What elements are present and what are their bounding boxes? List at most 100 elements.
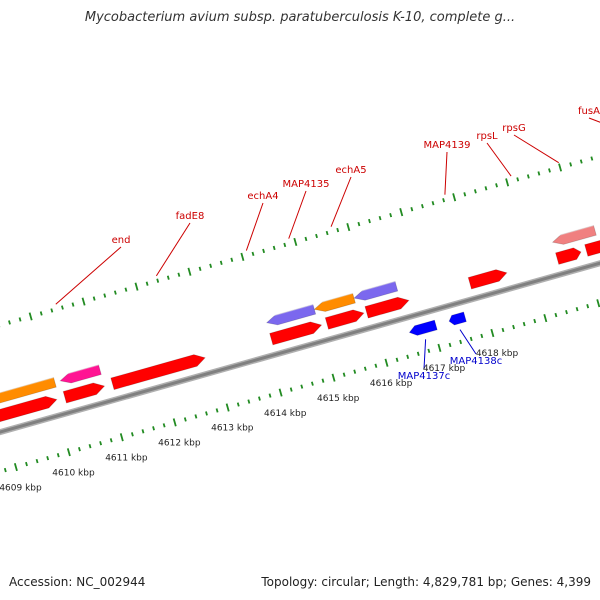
inner-tick xyxy=(469,336,473,342)
kbp-label: 4615 kbp xyxy=(317,394,360,404)
inner-tick xyxy=(215,408,219,413)
kbp-label: 4616 kbp xyxy=(370,379,413,389)
inner-tick xyxy=(194,414,198,419)
inner-tick xyxy=(236,402,240,407)
outer-tick xyxy=(378,215,382,221)
feature-highlight xyxy=(265,303,314,319)
feature-outer xyxy=(59,364,102,384)
inner-tick xyxy=(225,403,230,412)
inner-tick xyxy=(501,327,505,333)
outer-tick xyxy=(357,221,361,227)
leader-line xyxy=(55,246,122,305)
feature-cds xyxy=(584,239,600,257)
outer-tick xyxy=(71,302,75,307)
feature-highlight xyxy=(0,376,54,394)
leader-line xyxy=(486,142,512,177)
outer-tick xyxy=(505,178,510,187)
inner-tick xyxy=(205,411,208,416)
backbone-layer xyxy=(0,260,600,436)
inner-tick xyxy=(3,467,7,473)
feature-cds xyxy=(110,354,206,391)
outer-tick xyxy=(516,177,520,182)
outer-tick xyxy=(272,245,276,251)
inner-tick xyxy=(342,372,346,377)
feature-outer xyxy=(0,377,57,404)
outer-tick xyxy=(61,305,64,310)
map-title: Mycobacterium avium subsp. paratuberculo… xyxy=(84,10,516,25)
kbp-label: 4618 kbp xyxy=(476,349,519,359)
leader-line xyxy=(459,329,477,355)
outer-tick xyxy=(28,312,33,321)
outer-tick xyxy=(431,201,435,206)
leader-line xyxy=(330,176,352,227)
outer-tick xyxy=(209,263,213,268)
kbp-label: 4611 kbp xyxy=(105,454,148,464)
outer-tick xyxy=(368,218,371,224)
gene-label: rpsG xyxy=(502,123,525,134)
inner-tick xyxy=(353,369,357,374)
tick-layer xyxy=(0,156,600,473)
genome-stats-text: Topology: circular; Length: 4,829,781 bp… xyxy=(261,575,591,589)
inner-tick xyxy=(109,438,113,443)
kbp-label-layer: 4609 kbp 4610 kbp 4611 kbp 4612 kbp 4613 kbp… xyxy=(0,349,519,493)
inner-tick xyxy=(258,396,261,401)
outer-tick xyxy=(569,162,573,167)
outer-tick xyxy=(346,222,351,232)
outer-tick xyxy=(283,242,287,248)
outer-tick xyxy=(166,275,170,280)
inner-tick xyxy=(480,333,484,339)
inner-tick xyxy=(119,433,124,442)
feature-highlight xyxy=(312,292,353,306)
kbp-label: 4609 kbp xyxy=(0,483,42,493)
outer-tick xyxy=(590,156,594,161)
inner-tick xyxy=(490,328,495,338)
inner-tick xyxy=(384,358,389,367)
outer-tick xyxy=(156,278,160,283)
outer-tick xyxy=(92,296,96,301)
inner-tick xyxy=(78,447,81,452)
outer-tick xyxy=(304,236,308,242)
feature-minus-strand xyxy=(448,311,467,326)
inner-tick xyxy=(363,366,367,371)
feature-outer xyxy=(265,304,317,326)
gene-label: MAP4139 xyxy=(424,140,471,151)
outer-tick xyxy=(145,281,149,286)
kbp-label: 4610 kbp xyxy=(52,468,95,478)
feature-outer xyxy=(353,280,399,301)
backbone-line xyxy=(0,261,600,434)
inner-tick xyxy=(321,378,325,383)
kbp-label: 4614 kbp xyxy=(264,409,307,419)
kbp-label: 4612 kbp xyxy=(158,439,201,449)
outer-tick xyxy=(230,257,234,263)
leader-line xyxy=(423,339,427,370)
inner-tick xyxy=(247,399,251,404)
inner-tick xyxy=(395,357,399,362)
outer-tick xyxy=(293,237,298,247)
inner-tick xyxy=(427,348,431,354)
leader-line xyxy=(444,151,448,195)
gene-label: echA4 xyxy=(247,191,278,202)
feature-cds xyxy=(467,269,508,290)
leader-line xyxy=(513,134,559,164)
leader-line xyxy=(245,202,264,251)
kbp-label: 4617 kbp xyxy=(423,364,466,374)
outer-tick xyxy=(484,186,488,191)
inner-tick xyxy=(310,381,314,386)
outer-tick xyxy=(124,287,128,292)
inner-tick xyxy=(268,393,272,398)
inner-tick xyxy=(162,423,166,428)
inner-tick xyxy=(35,458,39,464)
inner-tick xyxy=(172,418,177,427)
inner-tick xyxy=(88,444,92,449)
inner-tick xyxy=(141,429,145,434)
outer-tick xyxy=(399,208,404,217)
kbp-label: 4613 kbp xyxy=(211,424,254,434)
outer-tick xyxy=(558,163,563,172)
gene-label: MAP4138c xyxy=(450,356,502,367)
gene-label: end xyxy=(112,235,131,246)
outer-tick xyxy=(579,159,583,164)
outer-tick xyxy=(240,252,245,261)
inner-tick xyxy=(543,313,548,323)
outer-tick xyxy=(39,311,43,316)
inner-tick xyxy=(99,441,103,446)
